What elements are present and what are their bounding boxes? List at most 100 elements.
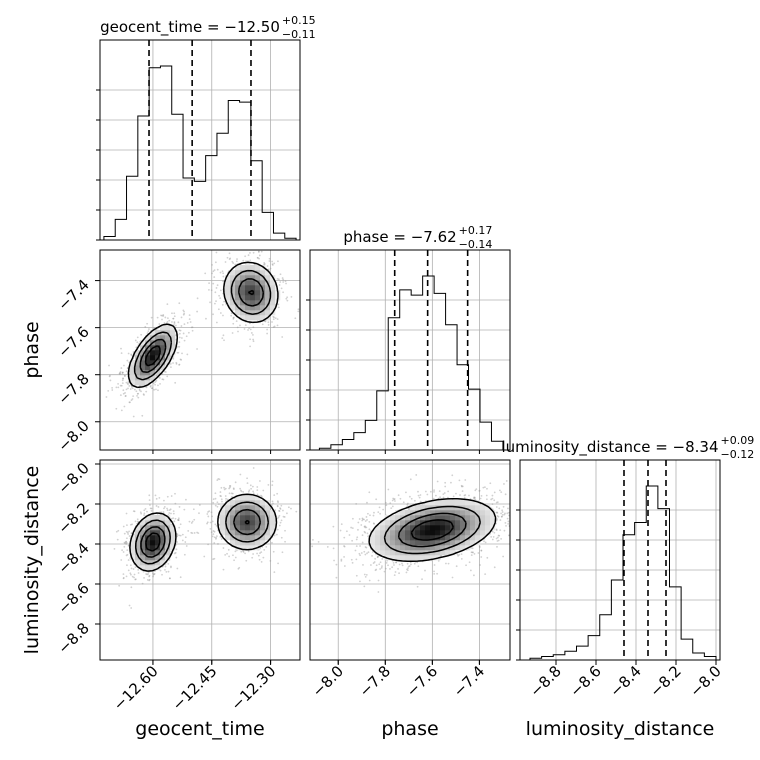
sample-point xyxy=(150,509,153,512)
density-cell xyxy=(395,510,401,516)
sample-point xyxy=(419,494,422,496)
sample-point xyxy=(392,497,395,500)
density-cell xyxy=(420,530,426,536)
density-cell xyxy=(250,295,256,301)
density-cell xyxy=(245,285,251,291)
sample-point xyxy=(223,488,226,491)
sample-point xyxy=(173,321,176,323)
density-cell xyxy=(260,270,266,276)
sample-point xyxy=(165,570,168,573)
density-cell xyxy=(135,560,141,566)
sample-point xyxy=(183,508,186,511)
sample-point xyxy=(284,540,286,543)
sample-point xyxy=(137,396,140,399)
sample-point xyxy=(501,509,504,512)
density-cell xyxy=(265,535,271,541)
sample-point xyxy=(478,489,481,492)
sample-point xyxy=(271,260,274,263)
density-cell xyxy=(160,535,166,541)
sample-point xyxy=(223,486,225,489)
density-cell xyxy=(130,535,136,541)
sample-point xyxy=(391,566,394,569)
sample-point xyxy=(406,569,409,572)
sample-point xyxy=(216,505,219,508)
sample-point xyxy=(124,542,127,544)
sample-point xyxy=(263,263,266,265)
sample-point xyxy=(351,539,354,542)
density-cell xyxy=(225,520,231,526)
sample-point xyxy=(393,498,395,501)
density-cell xyxy=(165,345,171,351)
sample-point xyxy=(495,501,498,504)
sample-point xyxy=(392,561,395,564)
sample-point xyxy=(124,395,127,398)
sample-point xyxy=(258,254,261,257)
sample-point xyxy=(332,547,335,550)
density-cell xyxy=(255,305,261,311)
density-cell xyxy=(245,300,251,306)
sample-point xyxy=(286,296,289,299)
sample-point xyxy=(215,524,218,527)
density-cell xyxy=(135,365,141,371)
xtick-label-luminosity_distance-0: −8.8 xyxy=(526,662,564,700)
density-cell xyxy=(415,540,421,546)
sample-point xyxy=(502,505,505,508)
sample-point xyxy=(256,256,259,259)
title-minus-geocent_time: −0.11 xyxy=(282,28,316,41)
sample-point xyxy=(173,552,176,555)
sample-point xyxy=(274,317,277,320)
sample-point xyxy=(208,282,210,285)
sample-point xyxy=(385,562,388,564)
sample-point xyxy=(237,330,239,333)
sample-point xyxy=(450,481,452,484)
sample-point xyxy=(447,490,450,493)
sample-point xyxy=(351,517,354,520)
sample-point xyxy=(447,496,449,499)
sample-point xyxy=(436,572,439,575)
sample-point xyxy=(147,330,150,333)
sample-point xyxy=(370,564,372,566)
sample-point xyxy=(146,510,148,513)
sample-point xyxy=(297,310,300,313)
density-cell xyxy=(480,525,486,531)
sample-point xyxy=(191,326,194,329)
density-cell xyxy=(130,370,136,376)
density-cell xyxy=(230,500,236,506)
density-cell xyxy=(425,505,431,511)
sample-point xyxy=(286,512,288,515)
sample-point xyxy=(178,363,181,366)
density-cell xyxy=(140,365,146,371)
density-cell xyxy=(240,510,246,516)
sample-point xyxy=(495,511,498,514)
sample-point xyxy=(128,604,131,607)
sample-point xyxy=(213,542,216,544)
sample-point xyxy=(193,518,196,521)
sample-point xyxy=(219,494,222,497)
density-cell xyxy=(395,555,401,561)
density-cell xyxy=(425,520,431,526)
density-cell xyxy=(145,560,151,566)
sample-point xyxy=(221,337,224,340)
sample-point xyxy=(368,528,371,531)
sample-point xyxy=(170,495,173,497)
sample-point xyxy=(281,336,284,338)
sample-point xyxy=(164,371,167,373)
sample-point xyxy=(335,563,338,566)
sample-point xyxy=(126,553,129,556)
sample-point xyxy=(184,541,187,543)
sample-point xyxy=(486,487,488,490)
sample-point xyxy=(155,505,158,507)
density-cell xyxy=(145,565,151,571)
sample-point xyxy=(231,492,234,495)
sample-point xyxy=(120,559,123,561)
contour-level-1 xyxy=(134,501,270,565)
sample-point xyxy=(164,316,167,319)
density-cell xyxy=(455,530,461,536)
sample-point xyxy=(277,303,280,306)
sample-point xyxy=(235,320,238,323)
sample-point xyxy=(271,263,274,266)
hist-panel-phase: phase = −7.62 +0.17−0.14 xyxy=(306,224,511,451)
density-cell xyxy=(475,520,481,526)
density-cell xyxy=(160,325,166,331)
